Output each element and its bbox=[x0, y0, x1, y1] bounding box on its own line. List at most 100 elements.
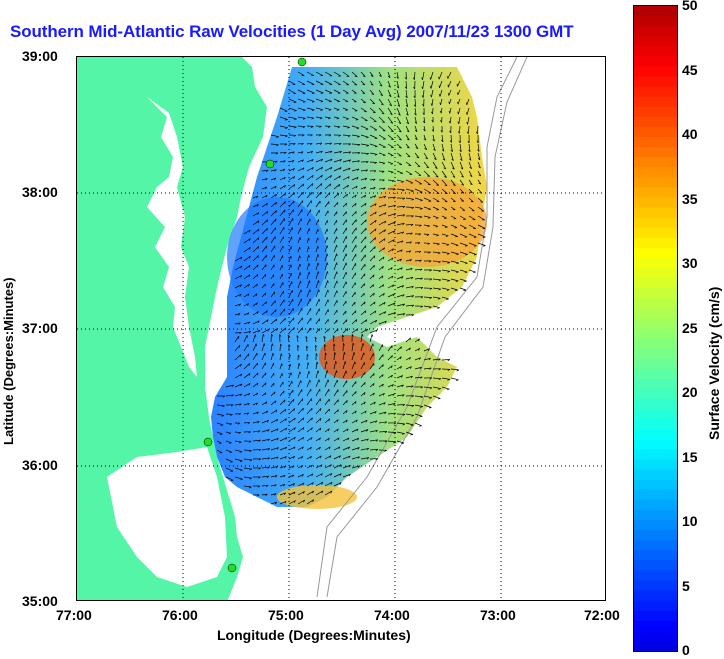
velocity-arrowhead bbox=[311, 167, 314, 170]
velocity-arrowhead bbox=[473, 271, 476, 274]
colorbar-step bbox=[634, 237, 677, 249]
velocity-arrowhead bbox=[446, 289, 450, 291]
velocity-arrow bbox=[378, 266, 384, 271]
velocity-arrow bbox=[315, 209, 320, 217]
velocity-arrowhead bbox=[398, 138, 402, 141]
colorbar-step bbox=[634, 560, 677, 571]
velocity-arrowhead bbox=[293, 134, 297, 137]
velocity-arrowhead bbox=[401, 240, 404, 243]
velocity-arrow bbox=[243, 353, 250, 361]
velocity-arrowhead bbox=[256, 392, 259, 396]
velocity-arrow bbox=[441, 179, 448, 186]
velocity-arrow bbox=[279, 176, 286, 181]
velocity-arrowhead bbox=[431, 111, 433, 115]
colorbar-step bbox=[634, 217, 677, 229]
velocity-arrow bbox=[369, 71, 374, 77]
velocity-arrow bbox=[216, 449, 223, 454]
velocity-arrow bbox=[457, 89, 461, 95]
x-tick-label: 75:00 bbox=[268, 607, 304, 623]
velocity-arrow bbox=[333, 280, 338, 289]
velocity-arrow bbox=[324, 481, 333, 487]
velocity-arrow bbox=[288, 192, 295, 199]
velocity-arrowhead bbox=[311, 175, 314, 178]
velocity-arrow bbox=[315, 158, 323, 163]
velocity-arrow bbox=[342, 262, 347, 271]
velocity-arrow bbox=[234, 354, 241, 361]
velocity-arrow bbox=[423, 188, 431, 194]
colorbar-step bbox=[634, 509, 677, 521]
velocity-arrowhead bbox=[401, 181, 404, 183]
velocity-arrow bbox=[288, 389, 294, 397]
velocity-arrow bbox=[441, 260, 450, 263]
velocity-arrowhead bbox=[366, 448, 370, 451]
velocity-arrowhead bbox=[256, 382, 259, 386]
velocity-arrowhead bbox=[450, 149, 453, 152]
velocity-arrowhead bbox=[393, 205, 396, 208]
velocity-arrow bbox=[297, 436, 304, 442]
velocity-arrow bbox=[252, 343, 257, 352]
velocity-arrow bbox=[351, 253, 357, 262]
velocity-arrowhead bbox=[422, 103, 425, 107]
velocity-arrow bbox=[414, 71, 416, 80]
velocity-arrowhead bbox=[247, 422, 251, 425]
velocity-arrowhead bbox=[437, 298, 441, 300]
map-canvas[interactable] bbox=[77, 57, 606, 601]
velocity-arrow bbox=[378, 374, 384, 379]
velocity-arrowhead bbox=[438, 279, 442, 282]
velocity-arrow bbox=[324, 455, 332, 460]
velocity-arrow bbox=[261, 273, 266, 280]
velocity-arrow bbox=[414, 161, 421, 168]
velocity-arrow bbox=[324, 245, 328, 253]
velocity-arrow bbox=[315, 80, 324, 85]
velocity-arrow bbox=[432, 260, 441, 263]
velocity-arrow bbox=[333, 71, 341, 77]
velocity-arrowhead bbox=[337, 437, 340, 441]
velocity-arrowhead bbox=[339, 159, 342, 162]
colorbar-step bbox=[634, 167, 677, 178]
velocity-arrow bbox=[252, 195, 259, 199]
velocity-arrow bbox=[351, 236, 357, 244]
velocity-arrow bbox=[342, 446, 350, 451]
velocity-arrow bbox=[333, 167, 342, 172]
velocity-arrowhead bbox=[426, 234, 430, 236]
velocity-map[interactable] bbox=[76, 56, 606, 601]
velocity-arrowhead bbox=[305, 336, 308, 339]
velocity-arrowhead bbox=[240, 265, 243, 269]
velocity-arrow bbox=[423, 357, 431, 361]
velocity-arrow bbox=[306, 427, 313, 433]
velocity-arrowhead bbox=[465, 254, 468, 256]
velocity-arrow bbox=[378, 284, 384, 289]
velocity-arrow bbox=[468, 152, 472, 161]
velocity-arrowhead bbox=[402, 214, 406, 217]
velocity-arrowhead bbox=[229, 423, 232, 426]
velocity-arrowhead bbox=[438, 261, 441, 264]
velocity-arrow bbox=[234, 440, 242, 443]
velocity-arrowhead bbox=[384, 311, 387, 314]
velocity-arrowhead bbox=[293, 126, 297, 129]
y-tick-label: 38:00 bbox=[22, 184, 58, 200]
velocity-arrow bbox=[468, 251, 477, 255]
velocity-arrow bbox=[360, 382, 366, 388]
velocity-arrowhead bbox=[267, 429, 270, 432]
velocity-arrowhead bbox=[266, 228, 268, 231]
velocity-arrowhead bbox=[466, 131, 469, 134]
colorbar-step bbox=[634, 278, 677, 289]
velocity-arrow bbox=[270, 169, 277, 172]
velocity-arrowhead bbox=[355, 391, 357, 394]
velocity-arrow bbox=[378, 187, 386, 190]
velocity-arrowhead bbox=[429, 269, 432, 272]
velocity-arrowhead bbox=[411, 395, 414, 398]
velocity-arrow bbox=[414, 179, 422, 185]
velocity-arrowhead bbox=[293, 491, 296, 495]
velocity-arrowhead bbox=[249, 238, 251, 242]
velocity-arrow bbox=[450, 377, 459, 381]
velocity-arrow bbox=[315, 89, 324, 94]
velocity-arrow bbox=[369, 161, 377, 163]
velocity-arrowhead bbox=[410, 232, 413, 235]
velocity-arrowhead bbox=[285, 427, 288, 431]
velocity-arrow bbox=[270, 318, 278, 325]
velocity-arrow bbox=[252, 237, 260, 244]
velocity-arrowhead bbox=[320, 464, 323, 468]
velocity-arrow bbox=[342, 193, 348, 199]
velocity-arrow bbox=[360, 211, 367, 217]
